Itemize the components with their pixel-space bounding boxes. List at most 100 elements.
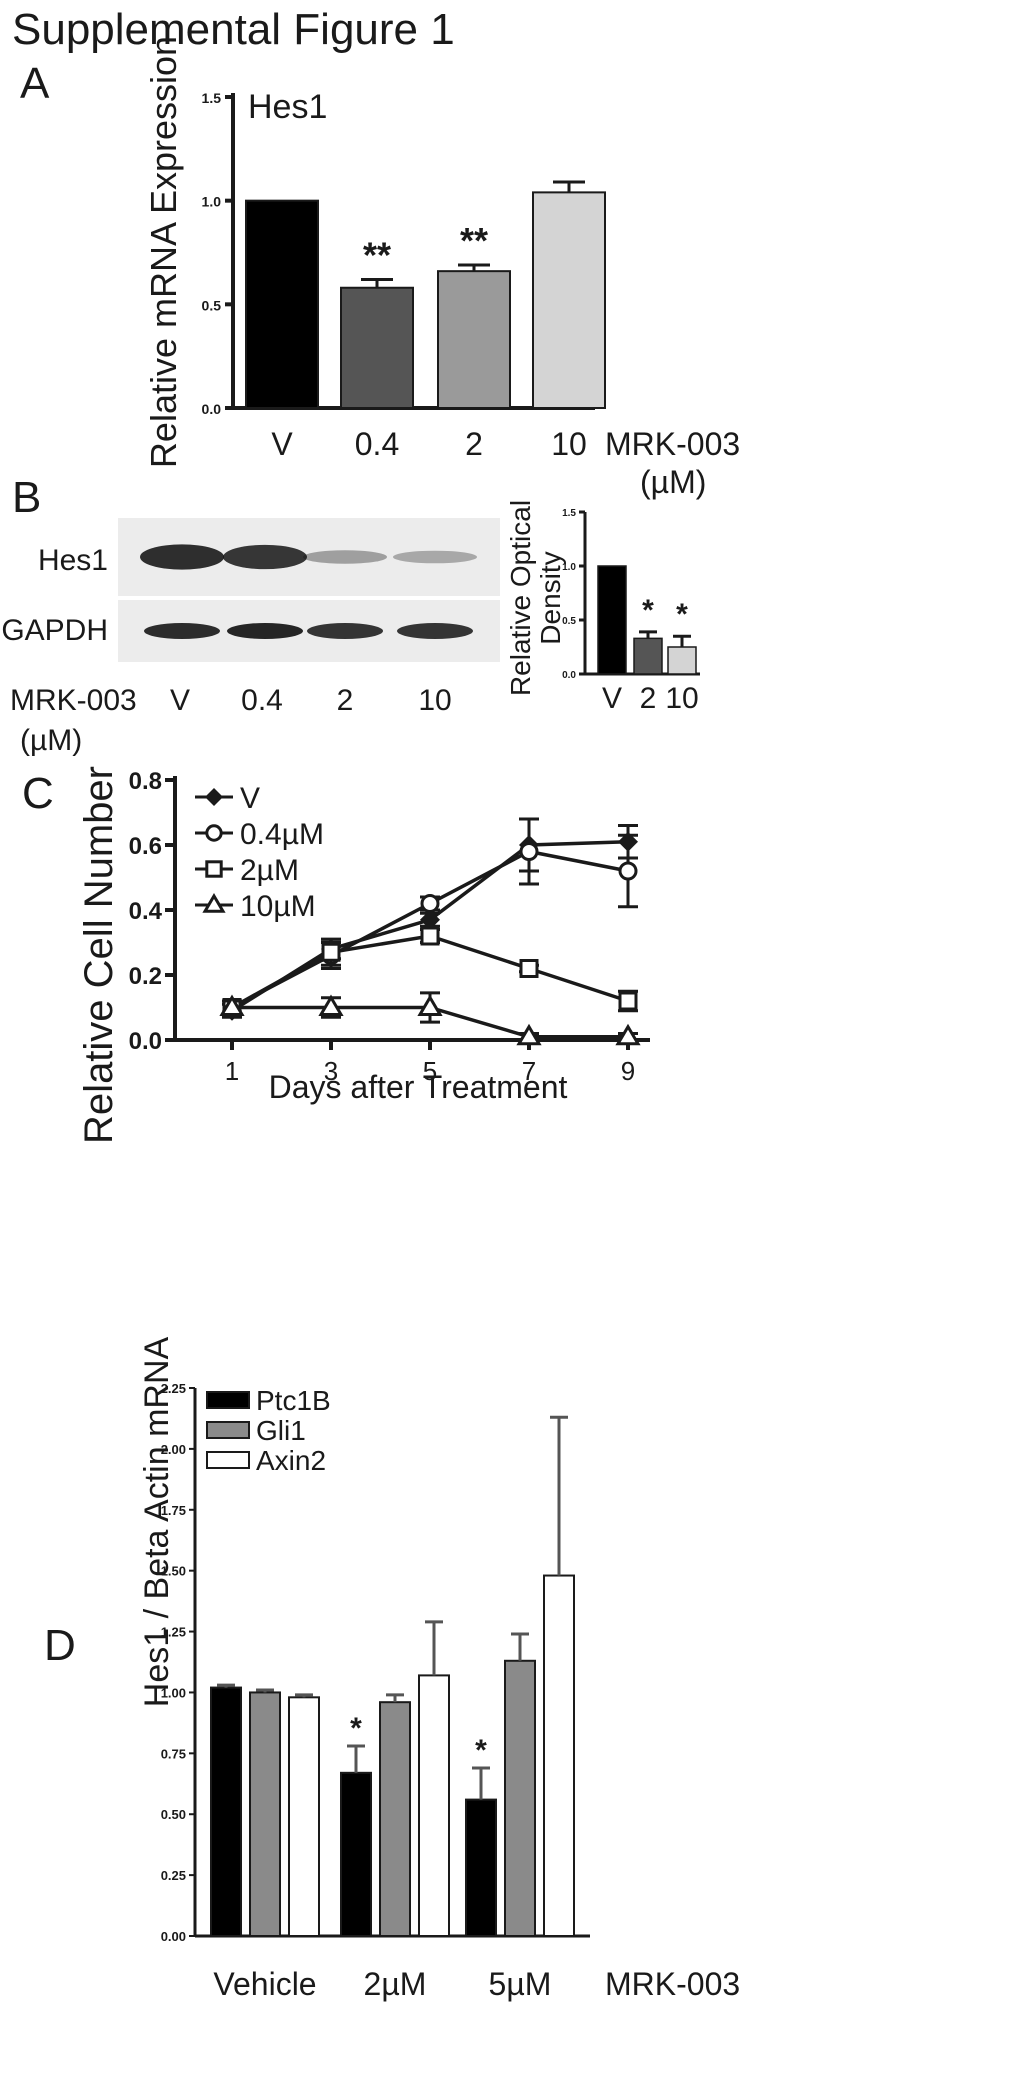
chart-c-y-tick-label: 0.0 [129,1028,162,1055]
chart-c-point [618,861,638,881]
chart-b-category-label: 2 [640,682,657,715]
chart-a-significance: ** [460,220,488,261]
chart-c-point [321,942,341,962]
chart-d-bar [379,1701,411,1937]
blot-gapdh-band [397,623,473,639]
chart-d-y-tick-label: 1.75 [161,1503,186,1518]
panel-letter-d: D [44,1621,76,1670]
chart-c-y-tick-label: 0.4 [129,898,163,925]
chart-c-x-tick-label: 7 [522,1056,536,1086]
chart-d-legend-label: Axin2 [256,1445,326,1476]
chart-c-x-axis-label: Days after Treatment [269,1069,568,1105]
blot-lane-label: 2 [337,684,354,717]
chart-a-y-tick-label: 1.0 [202,194,222,210]
chart-c-point [219,994,245,1016]
blot-row-label-gapdh: GAPDH [1,614,108,647]
chart-c-legend-label: 10µM [240,890,316,923]
chart-c-legend-label: V [240,782,260,815]
chart-c-point [519,959,539,978]
blot-gapdh-band [227,623,303,639]
panel-letter-a: A [20,59,50,108]
chart-d-bar [210,1686,242,1938]
chart-c-point [618,991,638,1011]
chart-b-y-tick-label: 0.0 [562,670,576,681]
blot-hes1-band [303,550,387,564]
chart-a-bar [532,191,606,409]
blot-treatment-label: MRK-003 [10,684,137,717]
chart-a-x-label-drug: MRK-003 [605,426,740,462]
chart-d-category-label: Vehicle [213,1966,316,2002]
chart-a-y-tick-label: 0.5 [202,297,222,313]
chart-c-x-tick-label: 9 [621,1056,635,1086]
western-blot: Hes1 GAPDH MRK-003 (µM) V 0.4 2 10 [1,518,500,757]
chart-b-y-tick-label: 0.5 [562,616,576,627]
chart-c-x-tick-label: 5 [423,1056,437,1086]
chart-d-category-label: 5µM [489,1966,552,2002]
chart-c-legend-marker [205,860,223,878]
chart-a-y-tick-label: 0.0 [202,401,222,417]
chart-a-x-label-unit: (µM) [640,464,706,500]
chart-c-point [615,1023,641,1046]
chart-a-bar [340,286,414,410]
chart-b-bar [633,637,663,675]
chart-c-y-tick-label: 0.2 [129,963,162,990]
blot-lane-label: 10 [418,684,451,717]
chart-d-y-tick-label: 1.50 [161,1564,186,1579]
figure-title: Supplemental Figure 1 [12,5,455,54]
blot-row-label-hes1: Hes1 [38,544,108,577]
chart-c-y-tick-label: 0.6 [129,833,162,860]
chart-c-legend-marker [205,824,223,842]
chart-d-bar [249,1691,281,1938]
chart-c-legend-label: 0.4µM [240,818,324,851]
chart-b-category-label: 10 [665,682,698,715]
chart-d-bar [418,1674,450,1937]
blot-lane-label: V [170,684,190,717]
chart-a-y-tick-label: 1.5 [202,90,222,106]
panel-letter-b: B [12,473,41,522]
chart-c-point [420,926,440,946]
chart-a-category-label: 0.4 [355,426,399,462]
chart-b-category-label: V [602,682,622,715]
chart-d-bar [504,1659,536,1937]
chart-b-y-axis-label: Relative OpticalDensity [505,500,566,696]
chart-d-x-axis-label: MRK-003 [605,1966,740,2002]
chart-d-y-tick-label: 0.50 [161,1807,186,1822]
chart-d-y-tick-label: 0.00 [161,1929,186,1944]
chart-c-point [519,842,539,861]
chart-a-title: Hes1 [248,88,327,126]
chart-d-legend-label: Gli1 [256,1415,306,1446]
chart-d-y-tick-label: 1.00 [161,1685,186,1700]
chart-d-category-label: 2µM [364,1966,427,2002]
chart-b-y-tick-label: 1.5 [562,508,576,519]
chart-d-y-tick-label: 1.25 [161,1625,186,1640]
chart-d-significance: * [350,1712,362,1745]
chart-a-category-label: 2 [465,426,483,462]
blot-unit-label: (µM) [20,724,82,757]
blot-hes1-band [393,550,477,564]
chart-b-significance: * [676,598,688,631]
chart-d-y-axis-label: Hes1 / Beta Actin mRNA [138,1337,176,1708]
chart-d-y-tick-label: 0.75 [161,1746,186,1761]
chart-d-legend-swatch [206,1421,250,1439]
chart-b-bar [667,646,697,675]
chart-d-hes1-beta-actin: Hes1 / Beta Actin mRNA MRK-003 0.00 0.25 0… [138,1337,740,2002]
chart-c-point [417,994,443,1016]
chart-d-y-tick-label: 2.00 [161,1442,186,1457]
chart-b-significance: * [642,594,654,627]
blot-hes1-band [223,544,307,570]
chart-b-optical-density: Relative OpticalDensity 0.0 0.5 1.0 1.5 V * 2 *… [505,500,700,715]
chart-c-legend-marker [202,893,226,913]
chart-b-y-tick-label: 1.0 [562,562,576,573]
chart-a-category-label: 10 [551,426,587,462]
blot-gapdh-band [307,623,383,639]
panel-letter-c: C [22,769,54,818]
blot-hes1-band [140,544,224,570]
chart-d-y-tick-label: 0.25 [161,1868,186,1883]
chart-a-y-axis-label: Relative mRNA Expression [143,36,184,468]
chart-c-legend-label: 2µM [240,854,299,887]
chart-d-bar [465,1798,497,1937]
chart-c-legend-marker [205,788,223,806]
chart-c-y-axis-label: Relative Cell Number [77,766,121,1144]
chart-d-bar [288,1696,320,1937]
